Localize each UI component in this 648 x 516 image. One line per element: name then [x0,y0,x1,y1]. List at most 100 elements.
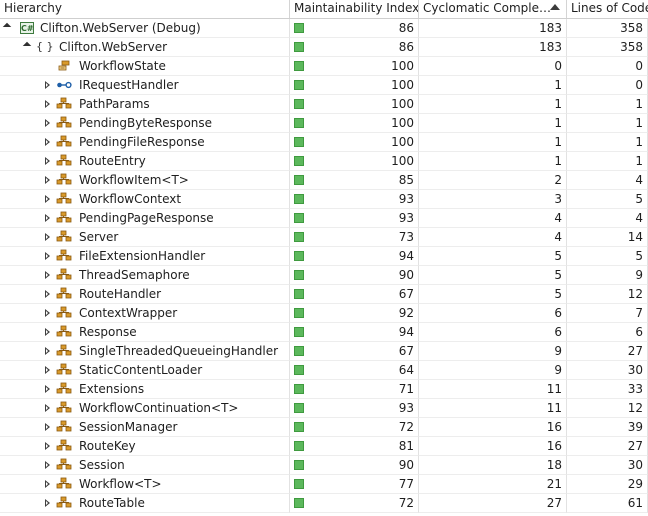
table-row[interactable]: SessionManager 72 16 39 [0,418,648,437]
maintainability-rating-icon [294,118,304,128]
lines-of-code-cell: 7 [567,304,648,323]
maintainability-index-value: 93 [398,192,414,206]
collapsed-arrow-icon[interactable] [42,475,54,493]
table-row[interactable]: FileExtensionHandler 94 5 5 [0,247,648,266]
cyclomatic-complexity-cell: 6 [419,304,567,323]
lines-of-code-cell: 9 [567,266,648,285]
collapsed-arrow-icon[interactable] [42,228,54,246]
maintainability-rating-icon [294,251,304,261]
table-row[interactable]: Session 90 18 30 [0,456,648,475]
collapsed-arrow-icon[interactable] [42,152,54,170]
item-name: RouteTable [79,496,145,510]
collapsed-arrow-icon[interactable] [42,418,54,436]
hierarchy-cell: RouteEntry [0,152,290,171]
table-row[interactable]: PendingPageResponse 93 4 4 [0,209,648,228]
cyclomatic-complexity-cell: 1 [419,76,567,95]
table-row[interactable]: PathParams 100 1 1 [0,95,648,114]
maintainability-index-cell: 72 [290,494,419,513]
lines-of-code-cell: 358 [567,38,648,57]
collapsed-arrow-icon[interactable] [42,342,54,360]
item-name: WorkflowState [79,59,166,73]
table-row[interactable]: WorkflowContinuation<T> 93 11 12 [0,399,648,418]
maintainability-index-cell: 86 [290,38,419,57]
collapsed-arrow-icon[interactable] [42,304,54,322]
class-icon [56,249,72,263]
collapsed-arrow-icon[interactable] [42,114,54,132]
table-row[interactable]: PendingByteResponse 100 1 1 [0,114,648,133]
collapsed-arrow-icon[interactable] [42,399,54,417]
lines-of-code-cell: 29 [567,475,648,494]
collapsed-arrow-icon[interactable] [42,133,54,151]
table-row[interactable]: StaticContentLoader 64 9 30 [0,361,648,380]
table-row[interactable]: IRequestHandler 100 1 0 [0,76,648,95]
column-header-lines-of-code[interactable]: Lines of Code [571,1,648,15]
table-row[interactable]: Extensions 71 11 33 [0,380,648,399]
table-row[interactable]: WorkflowState 100 0 0 [0,57,648,76]
collapsed-arrow-icon[interactable] [42,361,54,379]
column-header-cyclomatic-complexity[interactable]: Cyclomatic Comple… [419,0,567,18]
collapsed-arrow-icon[interactable] [42,437,54,455]
table-row[interactable]: ContextWrapper 92 6 7 [0,304,648,323]
item-name: WorkflowContinuation<T> [79,401,239,415]
collapsed-arrow-icon[interactable] [42,380,54,398]
table-row[interactable]: C# Clifton.WebServer (Debug) 86 183 358 [0,19,648,38]
column-header-row: Hierarchy Maintainability Index Cyclomat… [0,0,648,19]
cyclomatic-complexity-cell: 1 [419,114,567,133]
collapsed-arrow-icon[interactable] [42,209,54,227]
lines-of-code-cell: 4 [567,209,648,228]
cyclomatic-complexity-cell: 3 [419,190,567,209]
collapsed-arrow-icon[interactable] [42,247,54,265]
lines-of-code-cell: 12 [567,399,648,418]
collapsed-arrow-icon[interactable] [42,171,54,189]
table-row[interactable]: SingleThreadedQueueingHandler 67 9 27 [0,342,648,361]
maintainability-rating-icon [294,175,304,185]
maintainability-index-cell: 93 [290,190,419,209]
maintainability-rating-icon [294,403,304,413]
table-row[interactable]: ThreadSemaphore 90 5 9 [0,266,648,285]
table-row[interactable]: Workflow<T> 77 21 29 [0,475,648,494]
cyclomatic-complexity-cell: 9 [419,361,567,380]
expanded-arrow-icon[interactable] [2,19,14,37]
hierarchy-cell: PendingByteResponse [0,114,290,133]
table-row[interactable]: WorkflowContext 93 3 5 [0,190,648,209]
table-row[interactable]: RouteHandler 67 5 12 [0,285,648,304]
collapsed-arrow-icon[interactable] [42,266,54,284]
table-row[interactable]: WorkflowItem<T> 85 2 4 [0,171,648,190]
class-icon [56,211,72,225]
cyclomatic-complexity-cell: 1 [419,152,567,171]
collapsed-arrow-icon[interactable] [42,323,54,341]
class-icon [56,458,72,472]
class-icon [56,268,72,282]
collapsed-arrow-icon[interactable] [42,456,54,474]
item-name: Session [79,458,125,472]
maintainability-index-cell: 100 [290,95,419,114]
expanded-arrow-icon[interactable] [22,38,34,56]
class-icon [56,306,72,320]
item-name: SingleThreadedQueueingHandler [79,344,279,358]
maintainability-index-cell: 94 [290,247,419,266]
hierarchy-cell: Session [0,456,290,475]
collapsed-arrow-icon[interactable] [42,76,54,94]
hierarchy-cell: SingleThreadedQueueingHandler [0,342,290,361]
column-header-maintainability-index[interactable]: Maintainability Index [290,0,419,18]
column-header-hierarchy[interactable]: Hierarchy [0,0,290,18]
lines-of-code-cell: 30 [567,361,648,380]
maintainability-index-value: 86 [398,21,414,35]
item-name: Workflow<T> [79,477,162,491]
table-row[interactable]: Response 94 6 6 [0,323,648,342]
table-row[interactable]: RouteTable 72 27 61 [0,494,648,513]
lines-of-code-cell: 1 [567,95,648,114]
table-row[interactable]: RouteEntry 100 1 1 [0,152,648,171]
table-row[interactable]: Server 73 4 14 [0,228,648,247]
maintainability-rating-icon [294,422,304,432]
collapsed-arrow-icon[interactable] [42,285,54,303]
table-row[interactable]: { } Clifton.WebServer 86 183 358 [0,38,648,57]
lines-of-code-cell: 5 [567,247,648,266]
maintainability-index-value: 100 [391,135,414,149]
table-row[interactable]: RouteKey 81 16 27 [0,437,648,456]
table-row[interactable]: PendingFileResponse 100 1 1 [0,133,648,152]
collapsed-arrow-icon[interactable] [42,494,54,512]
collapsed-arrow-icon[interactable] [42,95,54,113]
collapsed-arrow-icon[interactable] [42,190,54,208]
